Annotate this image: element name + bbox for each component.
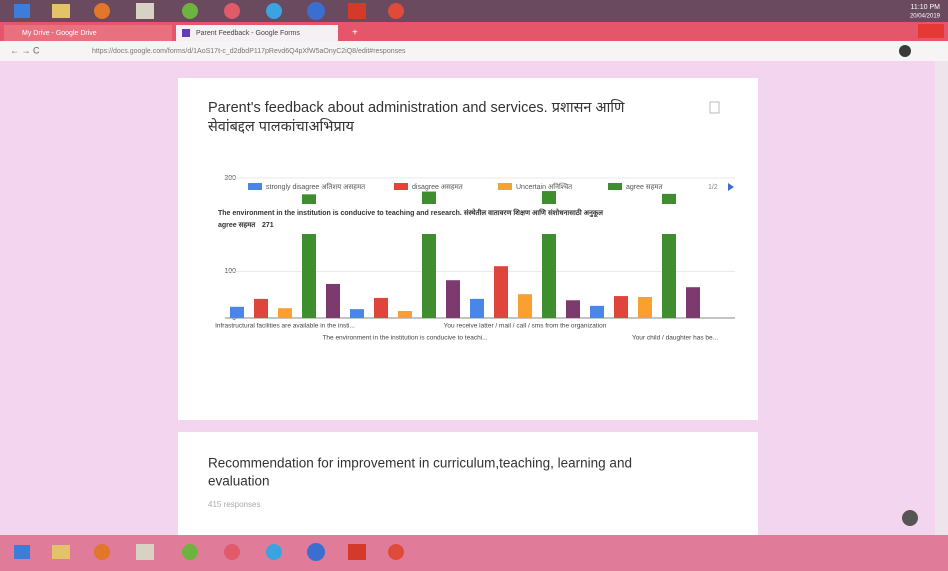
bar <box>254 298 268 318</box>
bar <box>686 287 700 318</box>
question-title: सेवांबद्दल पालकांचाअभिप्राय <box>208 118 354 135</box>
taskbar-icons <box>14 543 404 561</box>
legend-next[interactable] <box>728 183 734 191</box>
tab-active[interactable] <box>176 25 338 41</box>
tooltip-value: 271 <box>262 222 274 229</box>
legend-pager: 1/2 <box>708 184 718 191</box>
legend-label: disagree असहमत <box>412 184 464 191</box>
bottom-taskbar <box>0 535 948 571</box>
address-bar <box>0 41 948 61</box>
profile[interactable] <box>899 45 911 57</box>
legend-swatch <box>608 183 622 190</box>
bar <box>494 266 508 318</box>
legend-swatch <box>498 183 512 190</box>
legend-label: Uncertain अनिश्चित <box>516 182 573 191</box>
tab[interactable] <box>4 25 172 41</box>
tab-title: Parent Feedback - Google Forms <box>196 30 300 37</box>
question-title: Parent's feedback about administration a… <box>208 99 625 116</box>
close-button[interactable] <box>918 24 944 38</box>
legend-swatch <box>248 183 262 190</box>
bar <box>518 294 532 318</box>
legend-label: strongly disagree अतिशय असहमत <box>266 182 366 191</box>
bar <box>326 283 340 318</box>
new-tab[interactable]: + <box>352 28 358 39</box>
card <box>178 432 758 535</box>
taskbar-icons <box>14 2 404 20</box>
card <box>178 78 758 420</box>
response-count: 415 responses <box>208 500 260 509</box>
copy-icon[interactable] <box>709 101 720 114</box>
question-title: Recommendation for improvement in curric… <box>208 456 632 471</box>
legend-swatch <box>394 183 408 190</box>
bar <box>374 297 388 318</box>
url[interactable]: https://docs.google.com/forms/d/1AoS17t-… <box>92 48 406 55</box>
bar <box>614 296 628 318</box>
help-button[interactable] <box>902 510 918 526</box>
clock-time: 11:10 PM <box>911 4 941 11</box>
tooltip-text: The environment in the institution is co… <box>218 208 603 218</box>
bar <box>446 280 460 318</box>
bar <box>566 300 580 318</box>
tab-title: My Drive - Google Drive <box>22 30 97 37</box>
x-tick-label: You receive latter / mail / call / sms f… <box>444 323 607 330</box>
bar <box>398 311 412 318</box>
bar <box>278 308 292 318</box>
tooltip <box>212 204 757 234</box>
x-tick-label: Infrastructural facilities are available… <box>215 323 355 330</box>
back-button[interactable]: ← → C <box>10 45 40 55</box>
bar <box>638 297 652 318</box>
chart: 0100200300strongly disagree अतिशय असहमतd… <box>212 175 757 342</box>
bar <box>230 306 244 318</box>
legend-label: agree सहमत <box>626 184 663 191</box>
clock-date: 20/04/2019 <box>910 14 941 20</box>
question-title: evaluation <box>208 474 270 489</box>
scrollbar <box>935 61 948 535</box>
forms-icon <box>182 29 190 37</box>
bar <box>470 298 484 318</box>
bar <box>350 309 364 318</box>
tooltip-series: agree सहमत <box>218 222 256 229</box>
x-tick-label: The environment in the institution is co… <box>322 335 487 342</box>
x-tick-label: Your child / daughter has be... <box>632 335 718 342</box>
bar <box>590 305 604 318</box>
